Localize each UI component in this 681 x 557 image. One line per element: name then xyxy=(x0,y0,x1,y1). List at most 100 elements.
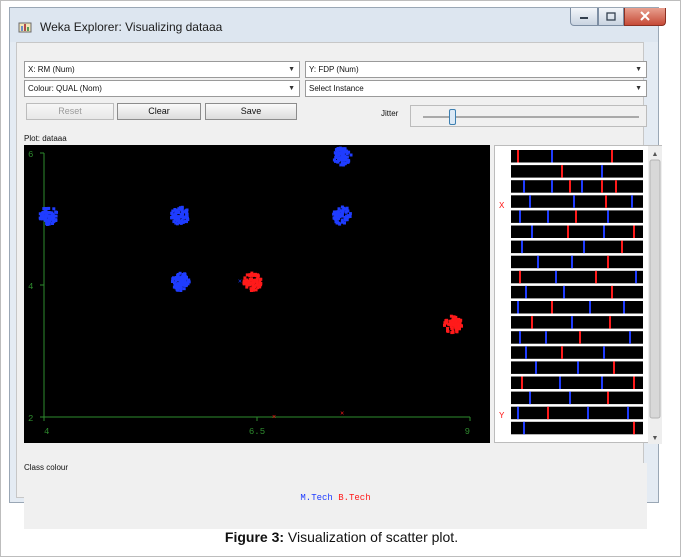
point-marker xyxy=(173,283,177,287)
point-marker xyxy=(252,280,256,284)
point-marker xyxy=(173,208,177,211)
point-marker xyxy=(183,219,187,223)
point-marker xyxy=(340,154,344,158)
point-marker xyxy=(171,280,174,283)
maximize-button[interactable] xyxy=(598,8,624,26)
point-marker xyxy=(176,218,180,222)
point-marker xyxy=(343,154,347,158)
colour-select[interactable]: Colour: QUAL (Nom) ▼ xyxy=(24,80,300,97)
x-axis-select[interactable]: X: RM (Num) ▼ xyxy=(24,61,300,78)
point-marker xyxy=(248,273,251,277)
close-button[interactable] xyxy=(624,8,666,26)
save-button[interactable]: Save xyxy=(205,103,297,120)
point-marker xyxy=(174,210,178,214)
point-marker xyxy=(336,217,340,221)
point-marker xyxy=(258,285,262,289)
point-marker xyxy=(47,211,51,214)
point-marker xyxy=(174,214,178,218)
point-marker xyxy=(50,214,54,218)
attribute-mark xyxy=(525,346,527,359)
point-marker xyxy=(343,162,347,165)
point-marker xyxy=(341,209,345,213)
point-marker xyxy=(341,152,345,156)
point-marker xyxy=(332,158,336,162)
chevron-down-icon: ▼ xyxy=(635,85,642,92)
point-marker xyxy=(180,210,184,214)
attribute-mark xyxy=(531,316,533,329)
point-marker xyxy=(38,216,42,220)
attribute-mark xyxy=(595,270,597,284)
point-marker xyxy=(340,214,344,218)
visualize-panel: X: RM (Num) ▼ Y: FDP (Num) ▼ Colour: QUA… xyxy=(16,42,662,529)
point-marker xyxy=(256,275,260,279)
point-marker xyxy=(174,221,178,225)
point-marker: × xyxy=(340,411,344,418)
attribute-mark xyxy=(633,376,635,389)
attribute-mark xyxy=(575,210,577,223)
point-marker xyxy=(179,276,183,280)
point-marker xyxy=(44,215,48,219)
point-marker xyxy=(181,220,185,224)
point-marker xyxy=(180,206,184,210)
point-marker xyxy=(341,220,344,224)
point-marker xyxy=(335,148,339,152)
point-marker xyxy=(443,321,447,325)
point-marker xyxy=(242,282,246,286)
attribute-bar xyxy=(511,285,643,299)
attribute-bar xyxy=(511,240,643,254)
attribute-mark xyxy=(517,301,519,314)
point-marker xyxy=(180,277,184,281)
attribute-mark xyxy=(615,180,617,193)
point-marker xyxy=(258,280,262,284)
attribute-mark xyxy=(517,406,519,420)
attribute-mark xyxy=(547,406,549,420)
title-bar: Weka Explorer: Visualizing dataaa xyxy=(10,8,666,42)
minimize-icon xyxy=(580,17,588,19)
point-marker xyxy=(254,283,258,287)
caption-prefix: Figure 3: xyxy=(224,529,285,545)
jitter-slider[interactable] xyxy=(410,105,647,127)
clear-button[interactable]: Clear xyxy=(117,103,201,120)
attribute-mark xyxy=(623,301,625,314)
attribute-mark xyxy=(605,195,607,208)
data-point xyxy=(242,271,263,292)
reset-button[interactable]: Reset xyxy=(26,103,114,120)
point-marker xyxy=(340,161,344,165)
y-axis-select[interactable]: Y: FDP (Num) ▼ xyxy=(305,61,647,78)
point-marker xyxy=(175,222,179,226)
point-marker xyxy=(343,221,346,225)
point-marker xyxy=(183,278,187,282)
point-marker xyxy=(445,318,449,322)
class-colour-panel: Class colour M.Tech B.Tech xyxy=(24,463,647,529)
point-marker xyxy=(344,210,348,214)
attribute-mark xyxy=(635,270,637,284)
attribute-mark xyxy=(519,210,521,223)
attribute-mark xyxy=(561,165,563,178)
point-marker xyxy=(181,280,185,283)
panel-scrollbar-thumb xyxy=(649,159,661,419)
point-marker xyxy=(177,221,181,224)
select-instance[interactable]: Select Instance ▼ xyxy=(305,80,647,97)
minimize-button[interactable] xyxy=(570,8,598,26)
point-marker xyxy=(335,220,339,224)
attribute-bar xyxy=(511,421,643,435)
point-marker xyxy=(337,156,341,160)
point-marker xyxy=(178,207,182,211)
point-marker xyxy=(346,215,350,219)
y-tick-label: 2 xyxy=(28,414,33,424)
point-marker xyxy=(252,288,255,292)
point-marker xyxy=(173,281,176,285)
x-tick-label: 4 xyxy=(44,427,49,437)
point-marker xyxy=(51,216,55,220)
point-marker xyxy=(243,276,247,280)
jitter-thumb[interactable] xyxy=(448,109,456,125)
scatter-plot[interactable]: 4 6.5 9 2 4 6 × × × xyxy=(24,145,490,443)
point-marker xyxy=(332,210,336,214)
point-marker xyxy=(185,208,189,212)
point-marker xyxy=(334,154,338,158)
point-marker xyxy=(47,219,51,223)
point-marker xyxy=(339,209,343,213)
attribute-bar xyxy=(511,195,643,208)
colour-value: Colour: QUAL (Nom) xyxy=(28,84,102,93)
attribute-mark xyxy=(573,195,575,208)
